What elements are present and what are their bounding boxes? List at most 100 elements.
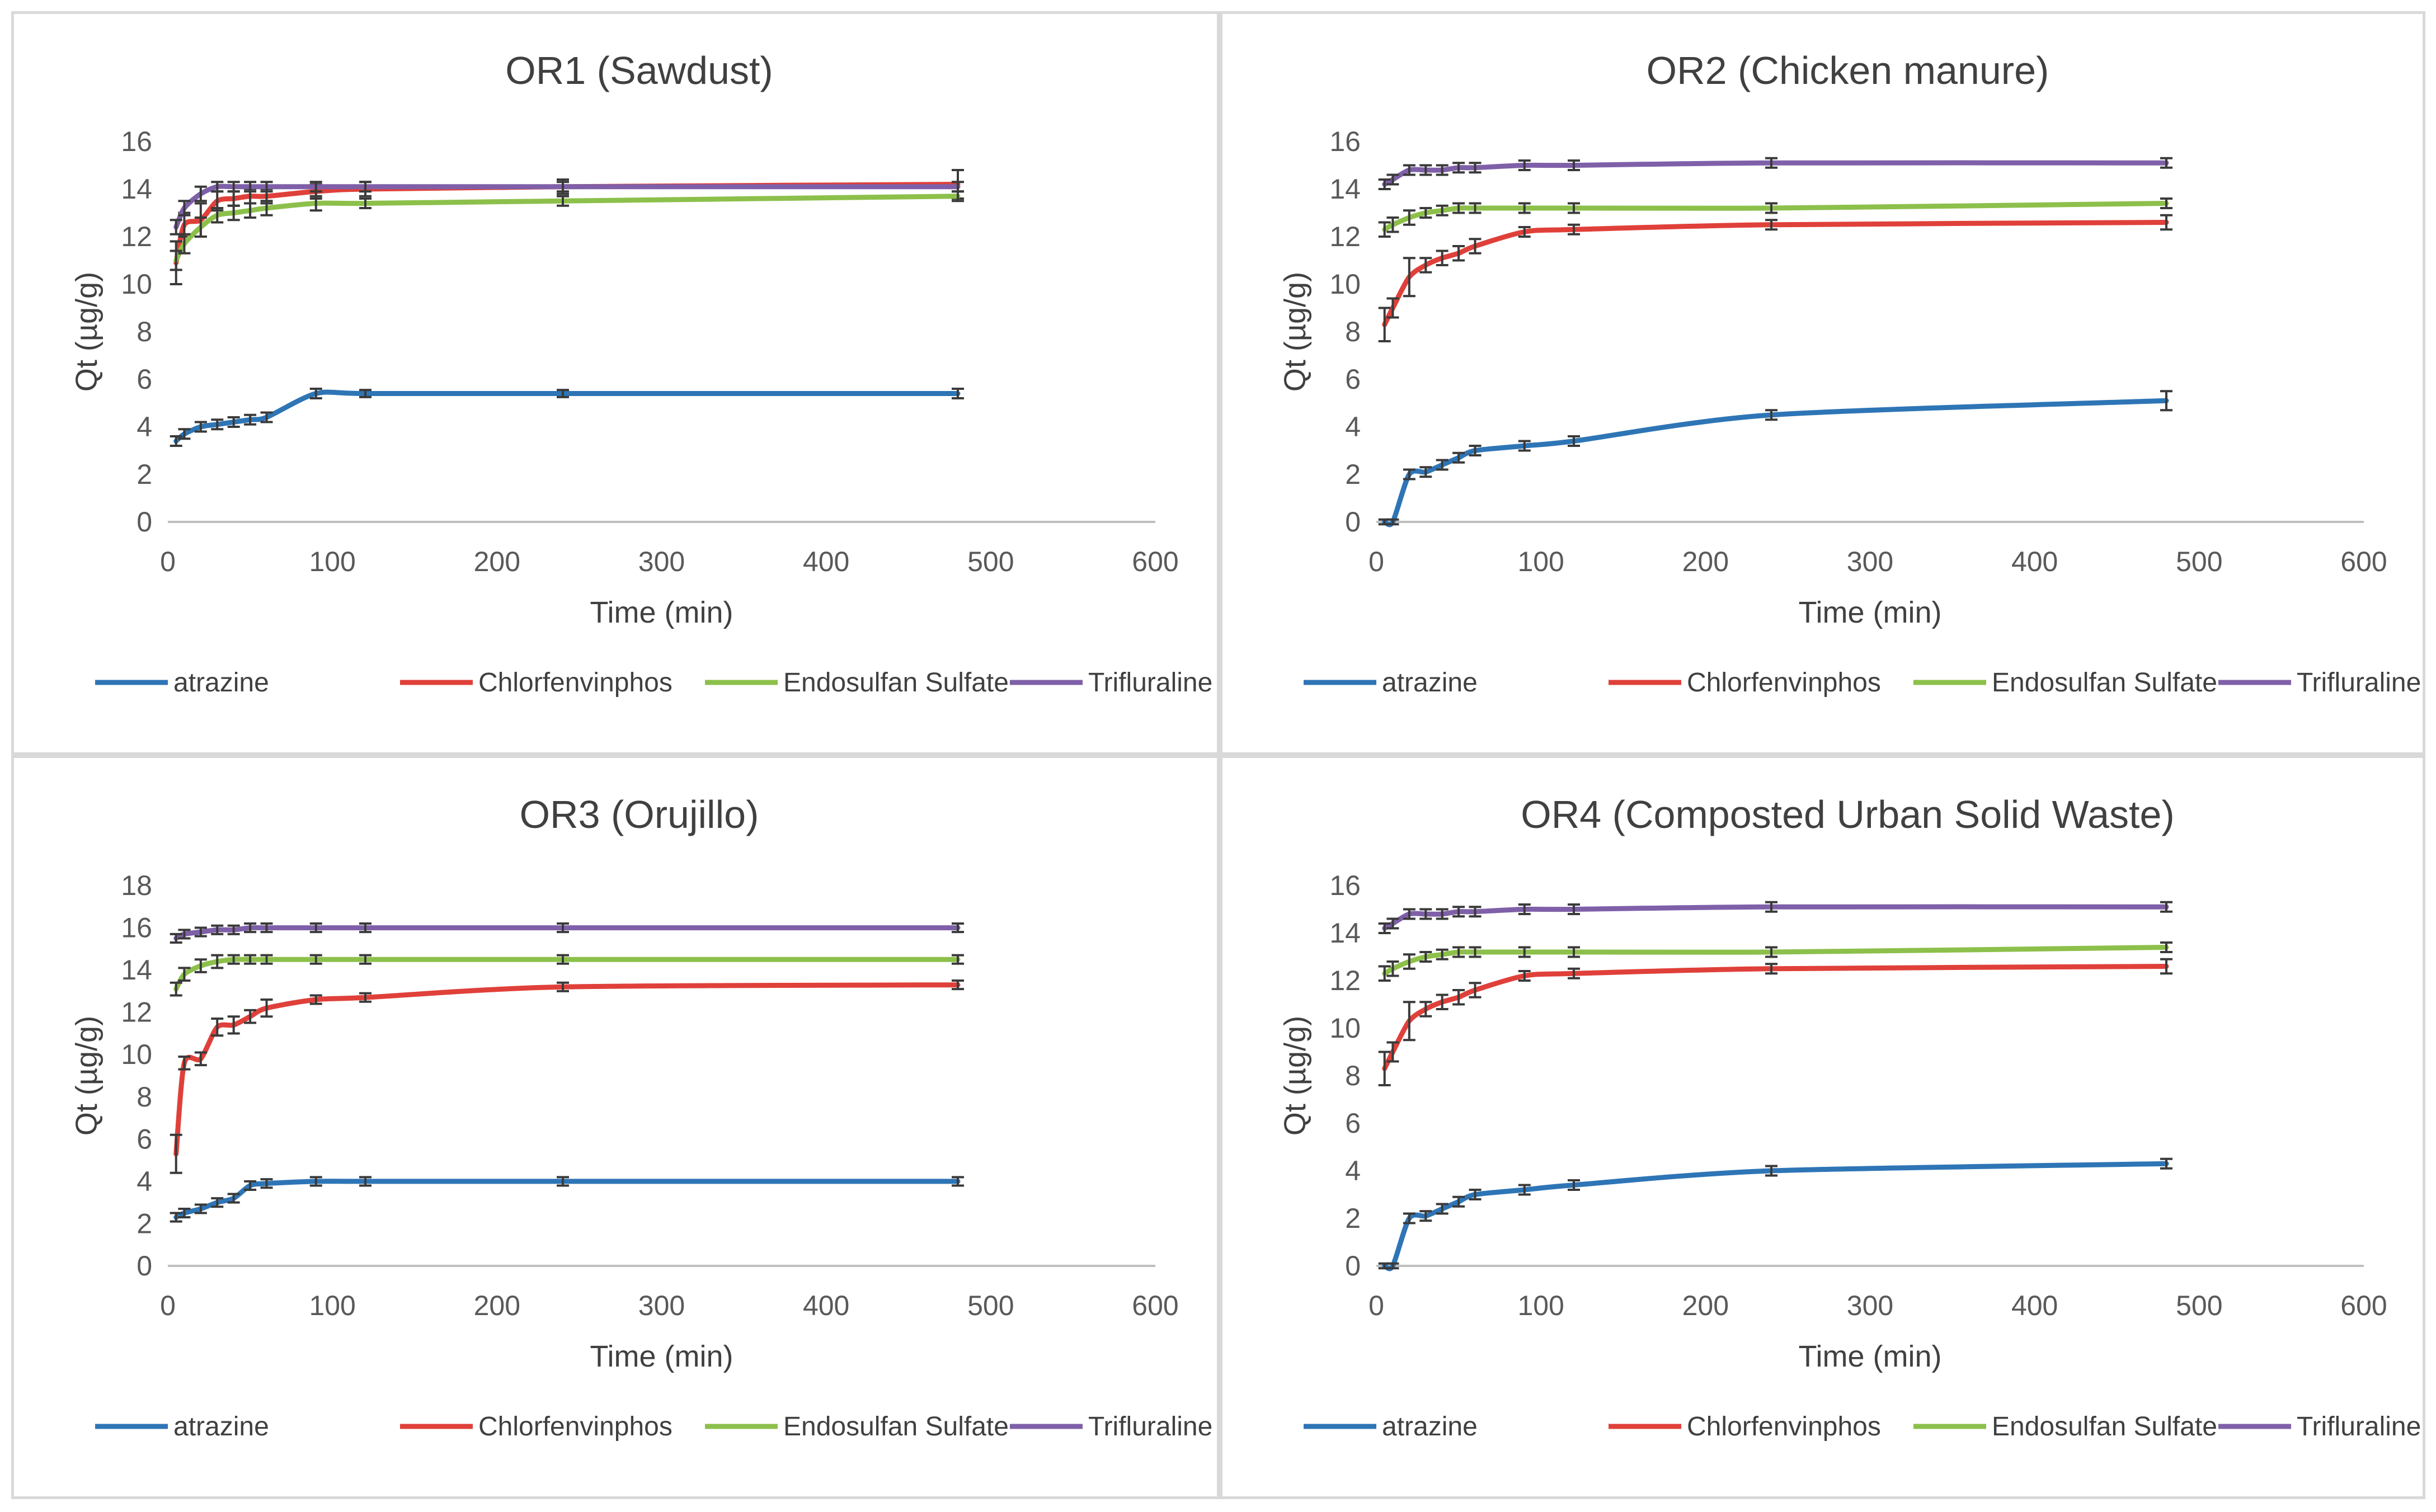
error-bar (1452, 946, 1465, 958)
error-bar (1378, 965, 1391, 982)
error-bar (309, 1176, 322, 1187)
y-tick-label: 14 (1329, 173, 1361, 205)
error-bar (1378, 1051, 1391, 1086)
error-bar (1568, 202, 1580, 214)
legend-item-endosulfan-sulfate: Endosulfan Sulfate (705, 1412, 1009, 1442)
series-line (173, 925, 961, 941)
error-bar (227, 181, 240, 193)
error-bar (952, 388, 964, 399)
error-bar (1765, 202, 1777, 214)
error-bar (244, 922, 257, 934)
chart-title: OR3 (Orujillo) (520, 793, 759, 836)
chart-svg: OR3 (Orujillo) 0 2 4 6 8 10 12 14 16 18 0 100 200 300 4… (70, 793, 1212, 1442)
series-chlorfenvinphos (170, 979, 964, 1174)
series-trifluraline (1378, 901, 2172, 934)
x-tick-label: 600 (2340, 1290, 2387, 1321)
chart-panel-or1: OR1 (Sawdust) 0 2 4 6 8 10 12 14 16 0 100 200 300 400 5… (11, 11, 1220, 755)
series-atrazine (170, 1176, 964, 1223)
chart-panel-or4: OR4 (Composted Urban Solid Waste) 0 2 4 6 8 10… (1220, 755, 2425, 1499)
error-bar (1568, 903, 1580, 915)
error-bar (244, 202, 257, 219)
error-bar (1436, 249, 1449, 266)
y-tick-label: 0 (1345, 1250, 1361, 1282)
legend-label: Endosulfan Sulfate (783, 668, 1009, 698)
x-tick-label: 100 (1517, 1290, 1564, 1321)
error-bar (1452, 451, 1465, 464)
error-bar (309, 994, 322, 1005)
error-bar (1419, 207, 1432, 219)
error-bar (1518, 202, 1531, 214)
error-bar (359, 922, 371, 934)
series-chlorfenvinphos (1378, 958, 2172, 1086)
error-bar (1452, 1195, 1465, 1208)
series-line (1382, 945, 2169, 976)
legend-item-endosulfan-sulfate: Endosulfan Sulfate (1913, 668, 2217, 698)
y-tick-label: 14 (121, 954, 152, 986)
y-tick-label: 0 (137, 506, 152, 538)
y-tick-label: 4 (137, 411, 152, 442)
error-bar (211, 418, 224, 431)
series-line (1382, 160, 2169, 187)
error-bar (178, 1056, 191, 1071)
y-tick-label: 2 (137, 459, 152, 490)
chart-title: OR4 (Composted Urban Solid Waste) (1521, 793, 2174, 836)
series-trifluraline (170, 922, 964, 944)
series-line (1382, 1161, 2169, 1271)
error-bar (1403, 209, 1415, 226)
series-chlorfenvinphos (1378, 214, 2172, 342)
error-bar (1518, 226, 1531, 238)
error-bar (178, 1208, 191, 1219)
series-line (1382, 201, 2169, 232)
error-bar (309, 954, 322, 965)
y-tick-label: 6 (1345, 364, 1361, 395)
error-bar (170, 249, 182, 271)
error-bar (227, 1193, 240, 1204)
legend-label: atrazine (1382, 1412, 1478, 1442)
error-bar (1568, 946, 1580, 958)
y-axis-label: Qt (µg/g) (1278, 1016, 1312, 1136)
y-tick-label: 6 (137, 1123, 152, 1155)
error-bar (952, 954, 964, 965)
error-bar (178, 929, 191, 940)
error-bar (557, 181, 569, 193)
error-bar (170, 932, 182, 944)
error-bar (1469, 238, 1482, 255)
error-bar (194, 185, 207, 202)
x-tick-label: 600 (1132, 546, 1178, 577)
error-bar (1386, 917, 1399, 930)
error-bar (260, 181, 273, 193)
error-bar (1765, 409, 1777, 421)
error-bar (211, 924, 224, 935)
error-bar (244, 413, 257, 426)
legend-label: Endosulfan Sulfate (1992, 1412, 2217, 1442)
error-bar (1518, 970, 1531, 982)
error-bar (1378, 922, 1391, 934)
error-bar (227, 954, 240, 965)
series-endosulfan-sulfate (170, 190, 964, 271)
error-bar (1386, 518, 1399, 526)
legend-label: Chlorfenvinphos (1687, 668, 1881, 698)
legend-label: Endosulfan Sulfate (783, 1412, 1009, 1442)
legend-item-trifluraline: Trifluraline (1010, 668, 1212, 698)
error-bar (359, 181, 371, 193)
y-tick-label: 12 (1329, 221, 1361, 252)
error-bar (194, 1203, 207, 1214)
error-bar (309, 195, 322, 212)
legend-label: Chlorfenvinphos (478, 1412, 673, 1442)
error-bar (1765, 157, 1777, 169)
y-axis-label: Qt (µg/g) (1278, 272, 1312, 392)
error-bar (178, 200, 191, 216)
error-bar (260, 1178, 273, 1189)
error-bar (194, 216, 207, 238)
error-bar (1518, 1184, 1531, 1196)
error-bar (1403, 257, 1415, 298)
error-bar (1568, 159, 1580, 171)
error-bar (211, 1197, 224, 1208)
error-bar (2160, 157, 2172, 169)
error-bar (227, 416, 240, 428)
y-tick-label: 16 (1329, 870, 1361, 901)
legend-item-trifluraline: Trifluraline (2218, 1412, 2421, 1442)
x-tick-label: 100 (1517, 546, 1564, 577)
x-tick-label: 200 (474, 546, 520, 577)
error-bar (1568, 967, 1580, 979)
